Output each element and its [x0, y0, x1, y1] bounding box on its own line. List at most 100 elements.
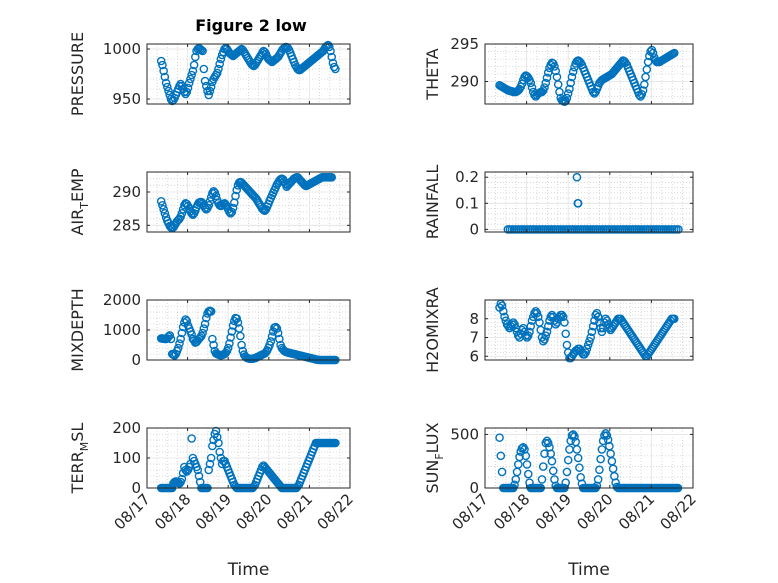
data-point	[563, 89, 573, 98]
data-point	[583, 340, 593, 350]
data-point	[570, 432, 579, 441]
data-point	[261, 347, 271, 357]
data-point	[188, 66, 198, 76]
data-point	[187, 434, 196, 443]
data-point	[537, 475, 547, 484]
data-point	[582, 344, 592, 354]
data-point	[217, 201, 227, 210]
data-point	[159, 205, 168, 214]
y-tick-label: 500	[450, 425, 479, 443]
data-point	[164, 332, 173, 341]
data-point	[540, 449, 549, 459]
data-point	[197, 45, 206, 55]
data-point	[510, 320, 519, 329]
x-tick-label: 08/18	[151, 490, 194, 533]
data-point	[193, 465, 203, 475]
data-point	[555, 87, 564, 97]
y-tick-label: 0	[131, 479, 141, 497]
data-point	[669, 48, 679, 58]
data-point	[591, 310, 600, 320]
data-point	[209, 340, 218, 350]
data-point	[215, 59, 224, 69]
data-point	[597, 445, 607, 454]
data-point	[602, 431, 612, 440]
data-point	[225, 339, 234, 348]
data-point	[565, 84, 574, 94]
y-tick-label: 290	[450, 73, 479, 91]
data-point	[212, 68, 222, 78]
data-point	[543, 438, 553, 448]
data-point	[198, 46, 207, 56]
y-tick-label: 100	[112, 449, 141, 467]
data-point	[214, 438, 223, 448]
data-point	[182, 316, 192, 326]
data-point	[515, 452, 524, 462]
x-tick-label: 08/21	[273, 490, 316, 533]
data-point	[542, 73, 552, 83]
y-tick-label: 6	[469, 347, 479, 365]
data-point	[327, 173, 337, 182]
data-point	[557, 310, 567, 320]
y-tick-label: 1000	[103, 40, 141, 58]
data-point	[324, 42, 334, 52]
data-point	[593, 475, 603, 484]
data-point	[573, 199, 583, 208]
axes-box	[484, 171, 694, 233]
data-point	[189, 60, 199, 70]
data-point	[159, 66, 168, 76]
data-point	[561, 329, 571, 339]
data-point	[226, 209, 235, 218]
data-point	[327, 52, 337, 62]
data-point	[176, 334, 185, 344]
data-point	[523, 469, 533, 479]
subplot-7: 010020008/1708/1808/1908/2008/2108/22Tim…	[68, 419, 357, 580]
data-point	[194, 471, 204, 481]
data-point	[566, 78, 575, 88]
axes-box	[484, 299, 694, 361]
data-point	[184, 78, 194, 88]
data-point	[227, 327, 237, 336]
x-tick-label: 08/19	[192, 490, 235, 533]
data-point	[568, 67, 578, 77]
data-point	[543, 321, 553, 331]
subplot-2: 290 295 THETA	[423, 35, 694, 107]
data-point	[226, 333, 235, 342]
data-point	[637, 89, 647, 99]
data-point	[674, 225, 683, 234]
data-point	[211, 426, 221, 436]
data-point	[526, 78, 536, 88]
data-point	[233, 318, 243, 327]
y-tick-label: 2000	[103, 291, 141, 309]
data-point	[223, 343, 233, 353]
y-axis-label: RAINFALL	[423, 165, 442, 240]
data-point	[575, 463, 584, 472]
data-point	[326, 46, 335, 56]
data-point	[156, 56, 166, 66]
data-point	[272, 324, 282, 333]
x-tick-label: 08/20	[232, 490, 275, 533]
data-point	[267, 332, 277, 341]
data-point	[195, 333, 205, 342]
data-point	[231, 191, 240, 201]
y-tick-label: 0.2	[455, 168, 479, 186]
data-point	[175, 479, 184, 488]
data-point	[587, 327, 597, 337]
x-axis-label: Time	[227, 560, 270, 580]
data-point	[166, 334, 176, 344]
subplot-8: 050008/1708/1808/1908/2008/2108/22TimeSU…	[423, 422, 700, 580]
data-point	[572, 445, 582, 454]
data-point	[533, 312, 543, 322]
data-point	[563, 455, 573, 465]
data-point	[173, 343, 183, 353]
data-point	[595, 465, 604, 475]
data-point	[206, 307, 216, 316]
y-tick-label: 950	[112, 90, 141, 108]
subplot-5: 0 1000 2000 MIXDEPTH	[68, 288, 351, 372]
data-point	[187, 70, 196, 80]
data-point	[212, 432, 222, 442]
x-tick-label: 08/18	[490, 490, 533, 533]
y-axis-label: H2OMIXRA	[423, 287, 442, 373]
y-tick-label: 0	[469, 220, 479, 238]
data-point	[588, 321, 598, 331]
data-point	[209, 187, 218, 196]
